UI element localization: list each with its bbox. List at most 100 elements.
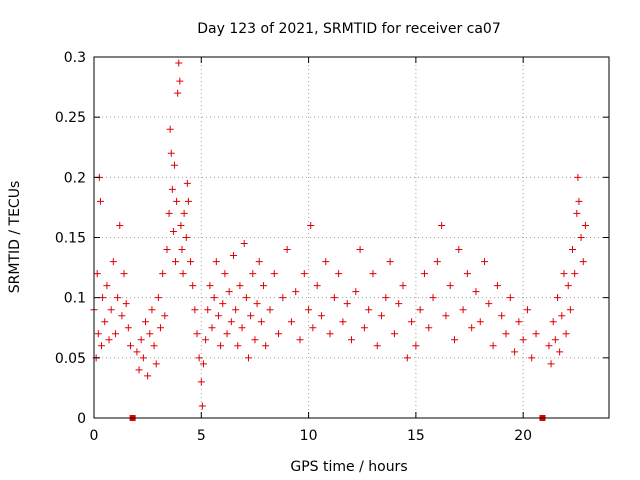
data-point — [191, 306, 199, 314]
data-point — [451, 336, 458, 344]
y-tick-label: 0.1 — [64, 291, 86, 307]
data-point — [493, 282, 501, 290]
data-point — [270, 270, 278, 278]
data-point — [225, 288, 233, 296]
y-tick-label: 0.05 — [55, 351, 86, 367]
data-point — [180, 209, 188, 217]
data-point — [335, 270, 343, 278]
data-point — [317, 312, 325, 320]
data-point — [187, 258, 195, 266]
data-point — [262, 342, 270, 350]
data-point — [296, 336, 304, 344]
data-point — [551, 336, 559, 344]
data-point — [472, 288, 480, 296]
data-point — [390, 330, 398, 338]
data-point — [556, 348, 564, 356]
data-point — [408, 318, 416, 326]
data-point — [313, 282, 321, 290]
data-point — [107, 306, 115, 314]
data-point — [395, 300, 403, 308]
data-point — [356, 246, 364, 254]
data-point — [577, 234, 585, 241]
data-point — [245, 354, 252, 362]
data-point — [571, 270, 579, 278]
data-point — [229, 252, 237, 260]
data-point — [184, 197, 192, 205]
data-point — [581, 221, 589, 229]
data-point — [223, 330, 231, 338]
data-point — [114, 294, 122, 302]
data-point — [554, 294, 561, 302]
data-point — [182, 234, 190, 241]
data-point — [98, 342, 106, 350]
data-point — [152, 360, 160, 368]
data-point — [157, 324, 165, 332]
data-point — [166, 125, 174, 133]
y-tick-label: 0.3 — [64, 50, 86, 66]
data-point — [433, 258, 441, 266]
data-point — [236, 282, 244, 290]
data-point — [150, 342, 158, 350]
data-point — [183, 179, 191, 187]
grid-lines — [94, 57, 609, 418]
y-tick-label: 0 — [77, 411, 86, 427]
data-point — [193, 330, 201, 338]
data-point — [511, 348, 519, 356]
data-point — [412, 342, 420, 350]
data-point — [330, 294, 338, 302]
data-point — [109, 258, 117, 266]
x-axis-label: GPS time / hours — [290, 459, 407, 475]
data-point — [173, 197, 181, 205]
data-point — [532, 330, 540, 338]
data-point — [326, 330, 334, 338]
data-point — [202, 336, 210, 344]
data-point — [179, 270, 187, 278]
plot-frame — [93, 56, 610, 419]
data-point — [154, 294, 162, 302]
data-point — [139, 354, 147, 362]
x-tick-label: 10 — [300, 428, 318, 444]
data-point — [199, 360, 207, 368]
data-point — [352, 288, 360, 296]
data-point — [94, 330, 102, 338]
data-point — [579, 258, 587, 266]
data-point — [217, 342, 225, 350]
data-point — [176, 77, 184, 85]
data-point — [103, 282, 111, 290]
data-point — [169, 227, 177, 235]
data-point — [195, 354, 203, 362]
data-point — [560, 270, 568, 278]
data-point — [348, 336, 355, 344]
data-point — [137, 336, 145, 344]
data-point — [174, 89, 182, 97]
data-point — [305, 306, 313, 314]
data-point — [558, 312, 566, 320]
data-points — [90, 59, 589, 410]
data-point — [566, 306, 574, 314]
chart-title: Day 123 of 2021, SRMTID for receiver ca0… — [197, 21, 501, 37]
data-point — [251, 336, 259, 344]
data-point — [197, 378, 205, 386]
data-point — [343, 300, 351, 308]
data-point — [403, 354, 411, 362]
data-point — [126, 342, 134, 350]
data-point — [322, 258, 330, 266]
y-tick-label: 0.25 — [55, 110, 86, 126]
data-point — [175, 59, 183, 67]
data-point — [257, 318, 265, 326]
data-point — [489, 342, 497, 350]
data-point — [420, 270, 428, 278]
data-point — [93, 270, 101, 278]
data-point — [369, 270, 377, 278]
data-point — [360, 324, 368, 332]
data-point — [562, 330, 570, 338]
data-point — [564, 282, 572, 290]
data-point — [122, 300, 130, 308]
data-point — [292, 288, 300, 296]
y-tick-label: 0.2 — [64, 170, 86, 186]
data-point — [569, 246, 577, 254]
data-point — [425, 324, 433, 332]
y-axis-label: SRMTID / TECUs — [7, 181, 23, 294]
x-tick-label: 15 — [407, 428, 425, 444]
data-point — [309, 324, 317, 332]
